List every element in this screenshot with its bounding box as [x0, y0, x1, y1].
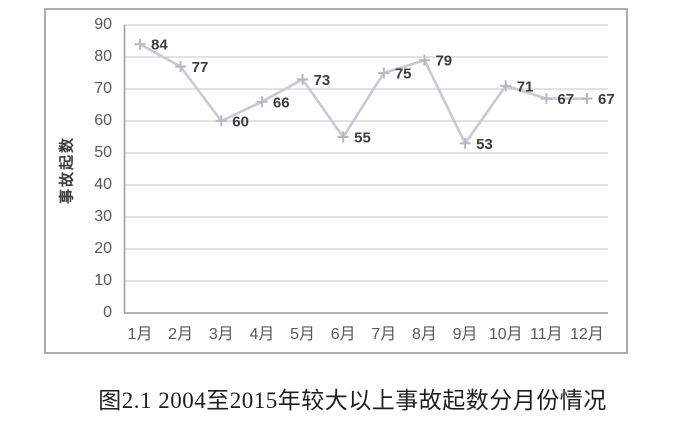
y-tick-label: 30	[94, 208, 112, 225]
x-tick-label: 11月	[530, 326, 563, 343]
data-point-label: 75	[395, 66, 412, 83]
y-tick-label: 90	[94, 16, 112, 33]
y-tick-label: 0	[103, 304, 112, 321]
line-chart-canvas: 84 77 60 66 73 55 75 79 53 71 67 67	[123, 24, 615, 314]
x-tick-label: 6月	[330, 326, 356, 343]
y-tick-label: 20	[94, 240, 112, 257]
data-point-label: 77	[192, 59, 209, 76]
chart-figure: 事故起数 84 77 60 66 73 55 75 79 53 71 67 67 0 10 20 30 40 5…	[44, 8, 628, 354]
data-point-label: 84	[151, 37, 168, 54]
y-tick-label: 80	[94, 48, 112, 65]
y-tick-label: 50	[94, 144, 112, 161]
figure-caption: 图2.1 2004至2015年较大以上事故起数分月份情况	[98, 388, 607, 413]
y-tick-label: 40	[94, 176, 112, 193]
data-point-label: 71	[517, 78, 534, 95]
x-tick-label: 7月	[371, 326, 397, 343]
data-point-label: 79	[435, 53, 452, 70]
x-tick-label: 2月	[168, 326, 194, 343]
y-tick-label: 60	[94, 112, 112, 129]
x-tick-label: 1月	[127, 326, 153, 343]
y-tick-label: 10	[94, 272, 112, 289]
data-point-label: 53	[476, 136, 493, 153]
data-series-line	[138, 42, 589, 145]
x-tick-label: 12月	[570, 326, 604, 343]
x-tick-label: 10月	[488, 326, 523, 343]
x-tick-label: 5月	[290, 326, 315, 343]
data-point-label: 67	[598, 91, 615, 108]
x-tick-label: 9月	[452, 326, 478, 343]
data-point-label: 66	[273, 94, 290, 111]
data-point-label: 60	[232, 114, 249, 131]
x-tick-label: 4月	[249, 326, 275, 343]
y-tick-label: 70	[94, 80, 112, 97]
data-point-label: 73	[314, 72, 331, 89]
x-tick-label: 3月	[208, 326, 234, 343]
data-point-label: 67	[557, 91, 574, 108]
data-point-label: 55	[354, 130, 371, 147]
x-tick-label: 8月	[412, 326, 437, 343]
plot-area: 84 77 60 66 73 55 75 79 53 71 67 67	[123, 24, 615, 314]
